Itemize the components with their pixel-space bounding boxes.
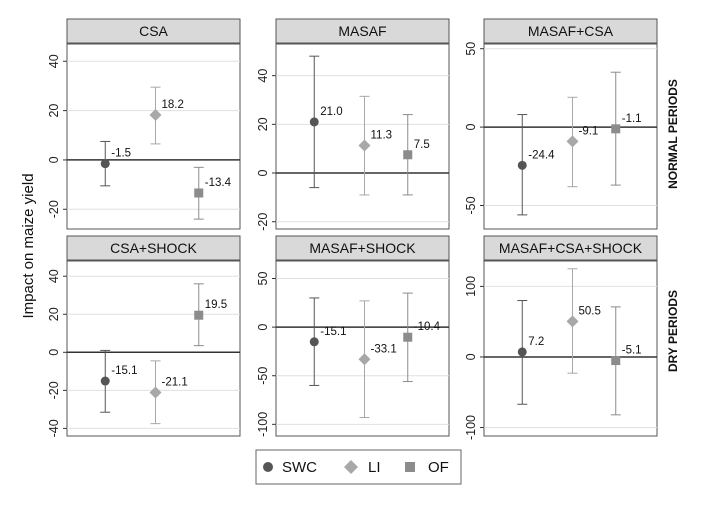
panel-6: MASAF+CSA+SHOCK -100 0 100 7.2 50.5 -5.1 [464,235,658,440]
plot-area [483,260,658,437]
panel-1: CSA -20 0 20 40 -1.5 18.2 -13.4 [47,18,241,230]
point-of [403,150,413,160]
point-of [611,356,621,366]
y-tick-label: -40 [47,419,61,437]
panel-strip [66,235,241,261]
y-tick-label: 0 [256,324,270,331]
legend-marker-of [405,462,415,472]
legend-label-swc: SWC [282,459,317,476]
plot-area [483,43,658,230]
point-swc [309,337,319,347]
point-swc [517,160,527,170]
point-swc [517,347,527,357]
data-label-swc: -15.1 [320,326,346,338]
panel-strip [483,18,658,44]
panel-title: MASAF [338,23,386,39]
y-tick-label: 0 [464,353,478,360]
y-tick-label: -50 [256,367,270,385]
y-tick-label: 20 [47,307,61,321]
y-tick-label: 50 [464,42,478,56]
data-label-of: -1.1 [622,113,642,125]
panel-strip [66,18,241,44]
panels-layer: CSA -20 0 20 40 -1.5 18.2 -13.4 MASAF -20 0 20 40 21.… [47,18,658,440]
data-label-of: -5.1 [622,345,642,357]
point-li [149,109,162,122]
y-axis-label: Impact on maize yield [20,173,37,318]
y-tick-label: -50 [464,196,478,214]
y-tick-label: 40 [47,269,61,283]
point-li [358,353,371,366]
data-label-li: -21.1 [162,376,188,388]
panel-strip [483,235,658,261]
data-label-of: 19.5 [205,299,227,311]
panel-title: MASAF+CSA+SHOCK [499,240,643,256]
point-swc [100,376,110,386]
data-label-swc: -15.1 [111,365,137,377]
point-of [403,332,413,342]
plot-area [275,43,450,230]
plot-area [275,260,450,437]
data-label-swc: 7.2 [528,336,544,348]
data-label-li: -9.1 [579,125,599,137]
point-li [566,135,579,148]
panel-title: CSA [139,23,168,39]
y-tick-label: 0 [47,349,61,356]
y-tick-label: 50 [256,272,270,286]
y-tick-label: -100 [256,412,270,437]
y-tick-label: -20 [47,381,61,399]
y-tick-label: -20 [256,213,270,231]
panel-4: CSA+SHOCK -40 -20 0 20 40 -15.1 -21.1 19.5 [47,235,241,437]
point-of [194,310,204,320]
data-label-of: 7.5 [414,139,430,151]
panel-2: MASAF -20 0 20 40 21.0 11.3 7.5 [256,18,450,231]
y-tick-label: 0 [256,169,270,176]
panel-strip [275,235,450,261]
plot-area [66,43,241,230]
panel-title: MASAF+SHOCK [309,240,416,256]
legend-box [255,449,462,485]
y-tick-label: -100 [464,415,478,440]
data-label-li: 18.2 [162,99,184,111]
data-label-of: -10.4 [414,321,441,333]
panel-5: MASAF+SHOCK -100 -50 0 50 -15.1 -33.1 -10.4 [256,235,450,437]
row-label-normal: NORMAL PERIODS [666,79,680,189]
point-li [149,386,162,399]
legend-marker-swc [263,462,273,472]
data-label-swc: -1.5 [111,148,131,160]
point-swc [309,117,319,127]
y-tick-label: 100 [464,276,478,297]
panel-title: CSA+SHOCK [110,240,197,256]
panel-title: MASAF+CSA [528,23,614,39]
panel-strip [275,18,450,44]
y-tick-label: 40 [47,54,61,68]
data-label-of: -13.4 [205,177,232,189]
y-tick-label: 0 [47,156,61,163]
y-tick-label: 20 [47,104,61,118]
y-tick-label: -20 [47,200,61,218]
point-of [611,124,621,134]
data-label-li: 11.3 [371,130,393,142]
point-li [566,315,579,328]
point-of [194,188,204,198]
legend-label-of: OF [428,459,449,476]
y-tick-label: 20 [256,117,270,131]
row-label-dry: DRY PERIODS [666,290,680,372]
legend-marker-li [344,460,358,474]
y-tick-label: 40 [256,69,270,83]
plot-area [66,260,241,437]
data-label-li: -33.1 [371,343,397,355]
point-swc [100,159,110,169]
legend: SWC LI OF [255,449,462,485]
data-label-swc: -24.4 [528,149,555,161]
point-li [358,139,371,152]
y-tick-label: 0 [464,124,478,131]
panel-3: MASAF+CSA -50 0 50 -24.4 -9.1 -1.1 [464,18,658,230]
data-label-li: 50.5 [579,305,601,317]
data-label-swc: 21.0 [320,106,342,118]
legend-label-li: LI [368,459,381,476]
